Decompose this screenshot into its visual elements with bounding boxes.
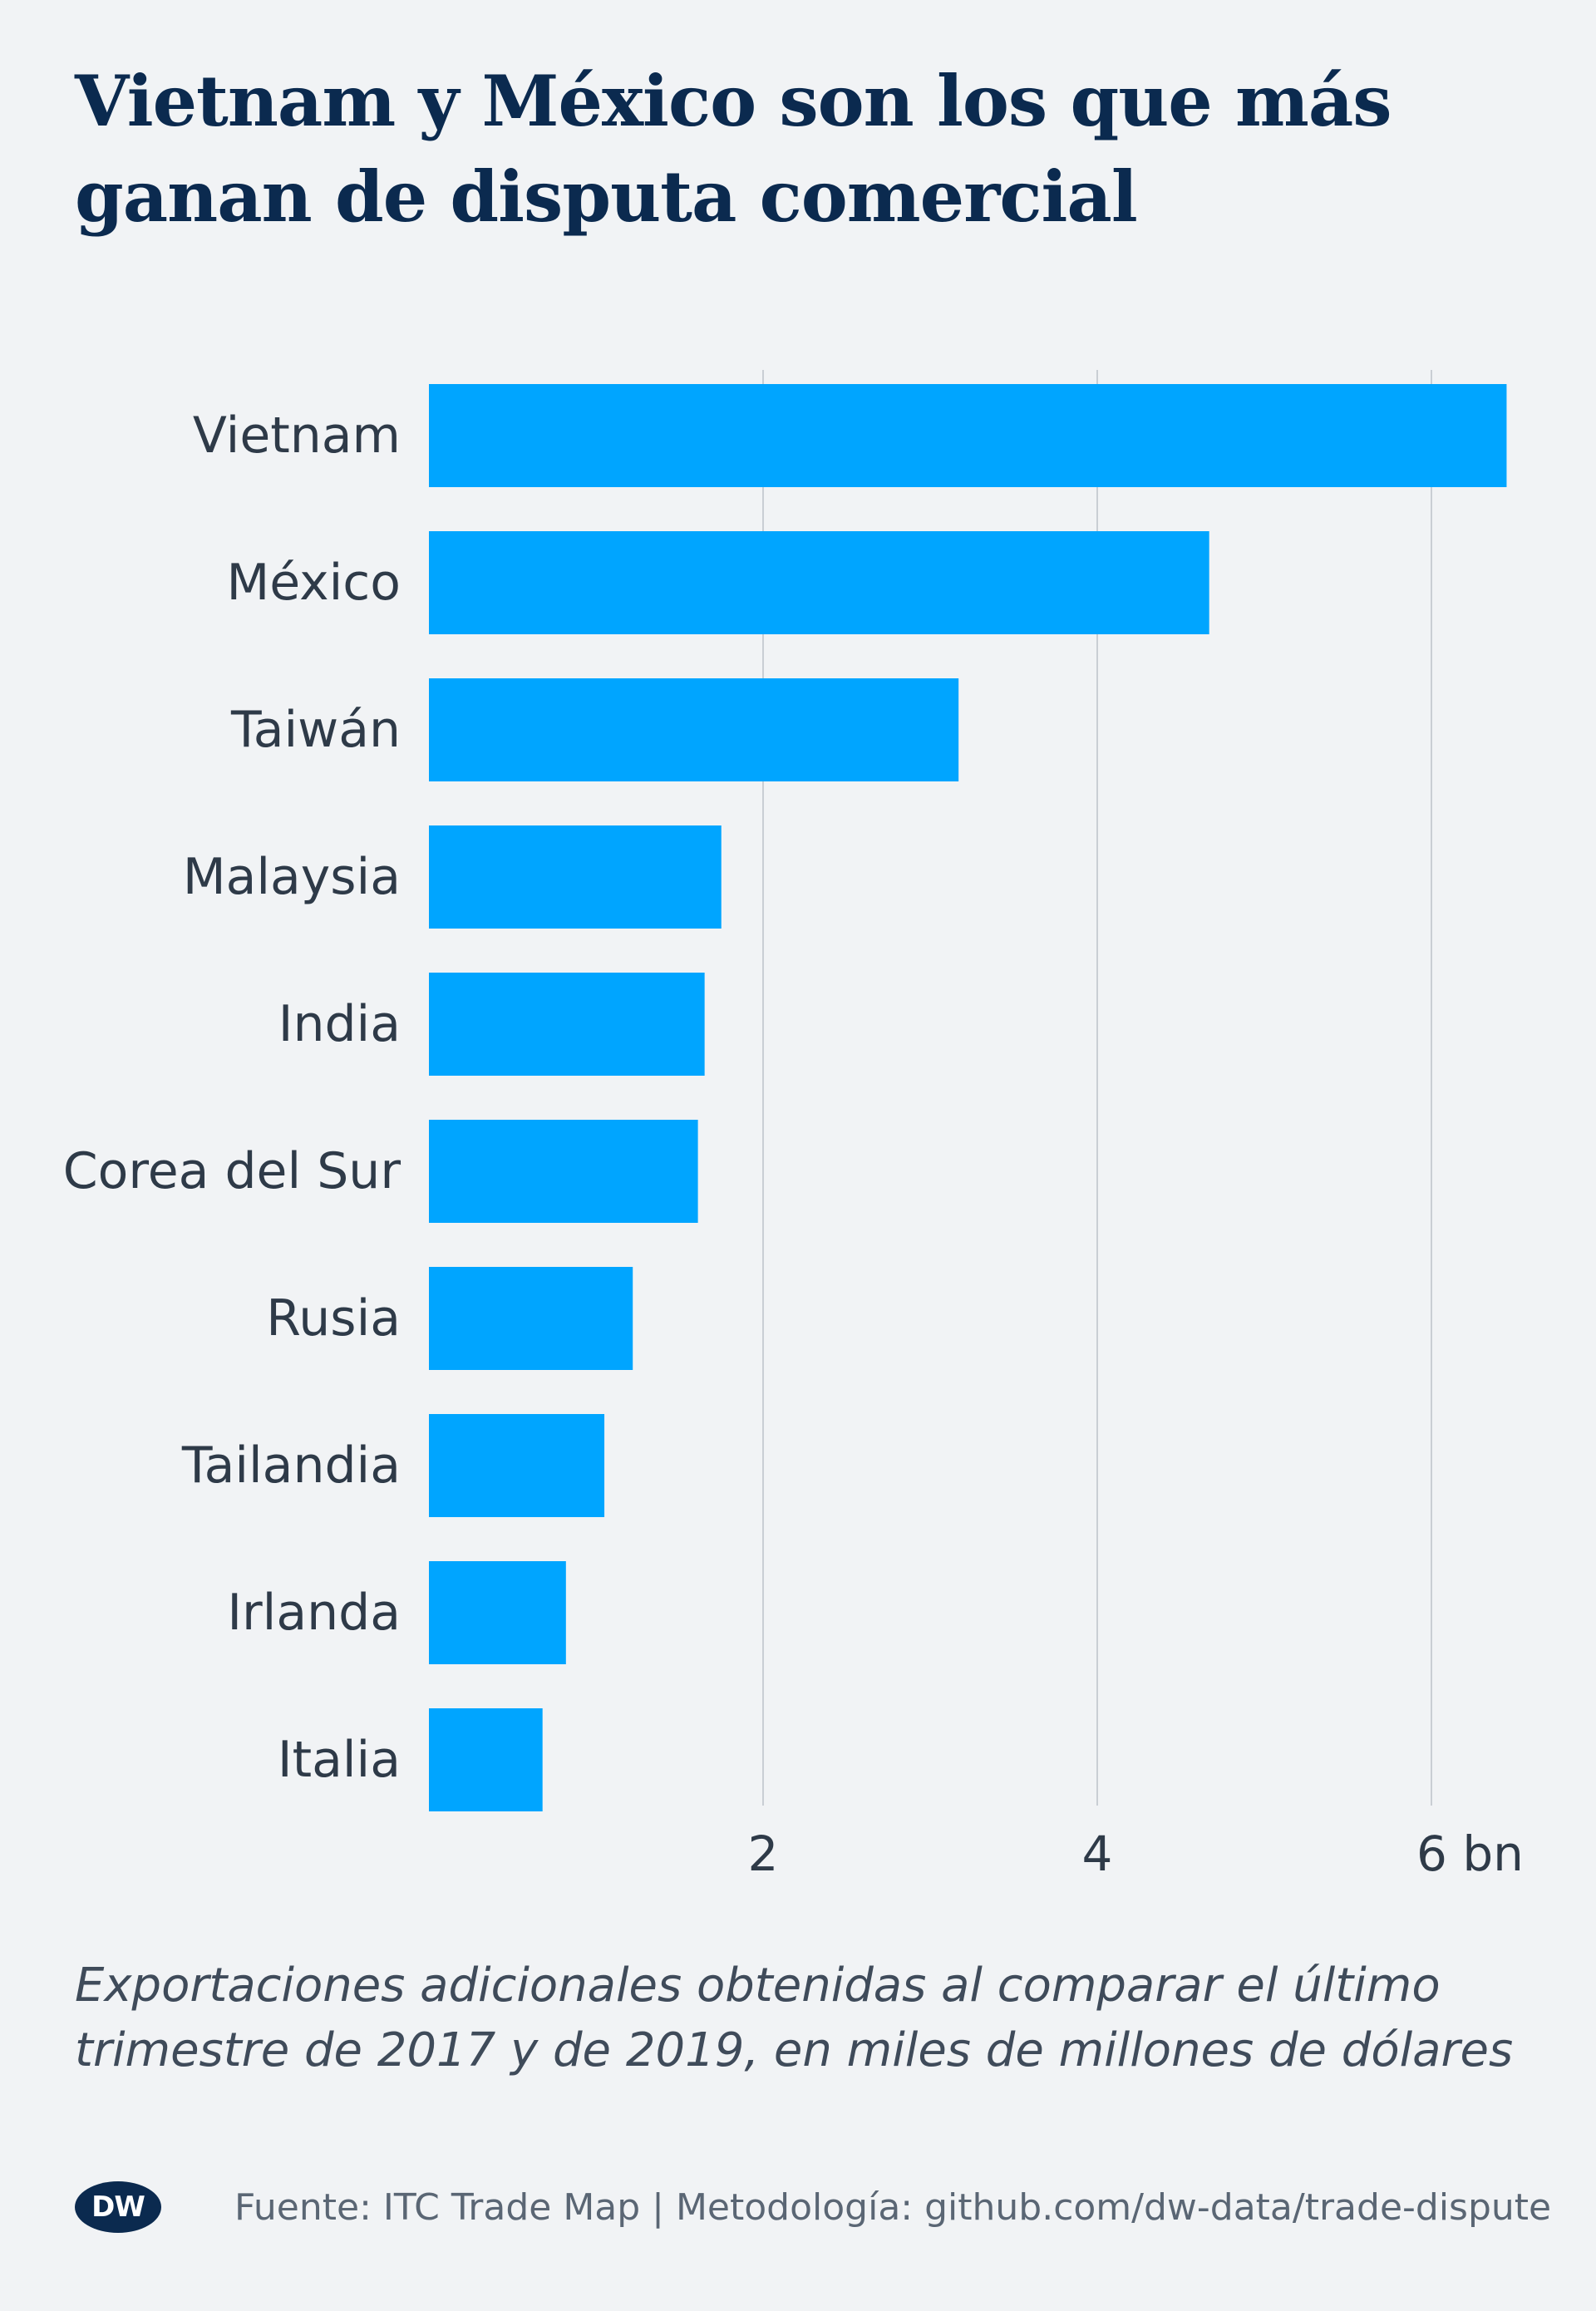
category-label-4: India [278, 995, 401, 1053]
tick-label-2: 2 [748, 1826, 779, 1882]
bars [429, 384, 1507, 1811]
category-label-9: Italia [278, 1731, 401, 1789]
bar-1 [429, 531, 1209, 634]
category-label-7: Tailandia [181, 1436, 401, 1495]
bar-8 [429, 1561, 566, 1664]
tick-labels: 2 4 6 bn [748, 1826, 1524, 1882]
category-label-3: Malaysia [183, 848, 401, 906]
bar-4 [429, 973, 705, 1076]
source-note: Fuente: ITC Trade Map | Metodología: git… [234, 2185, 1552, 2229]
chart-caption: Exportaciones adicionales obtenidas al c… [75, 1959, 1514, 2077]
category-label-8: Irlanda [227, 1584, 401, 1642]
category-label-5: Corea del Sur [63, 1142, 401, 1200]
dw-logo: DW [75, 2181, 161, 2233]
tick-label-4: 4 [1082, 1826, 1113, 1882]
footer: DW Fuente: ITC Trade Map | Metodología: … [75, 2178, 1551, 2236]
bar-5 [429, 1120, 698, 1223]
chart-title: Vietnam y México son los que más ganan d… [75, 60, 1392, 238]
bar-3 [429, 825, 722, 929]
dw-logo-text: DW [91, 2190, 145, 2224]
bar-0 [429, 384, 1507, 487]
category-label-6: Rusia [266, 1289, 401, 1348]
bar-9 [429, 1708, 543, 1811]
bar-2 [429, 678, 959, 781]
bar-6 [429, 1267, 633, 1370]
category-label-0: Vietnam [193, 407, 401, 465]
tick-label-6: 6 bn [1416, 1826, 1524, 1882]
category-label-1: México [226, 554, 401, 612]
category-labels: Vietnam México Taiwán Malaysia India Corea de… [63, 407, 401, 1789]
bar-chart: Vietnam México Taiwán Malaysia India Corea de… [63, 370, 1524, 1882]
category-label-2: Taiwán [230, 701, 401, 759]
bar-7 [429, 1414, 605, 1517]
